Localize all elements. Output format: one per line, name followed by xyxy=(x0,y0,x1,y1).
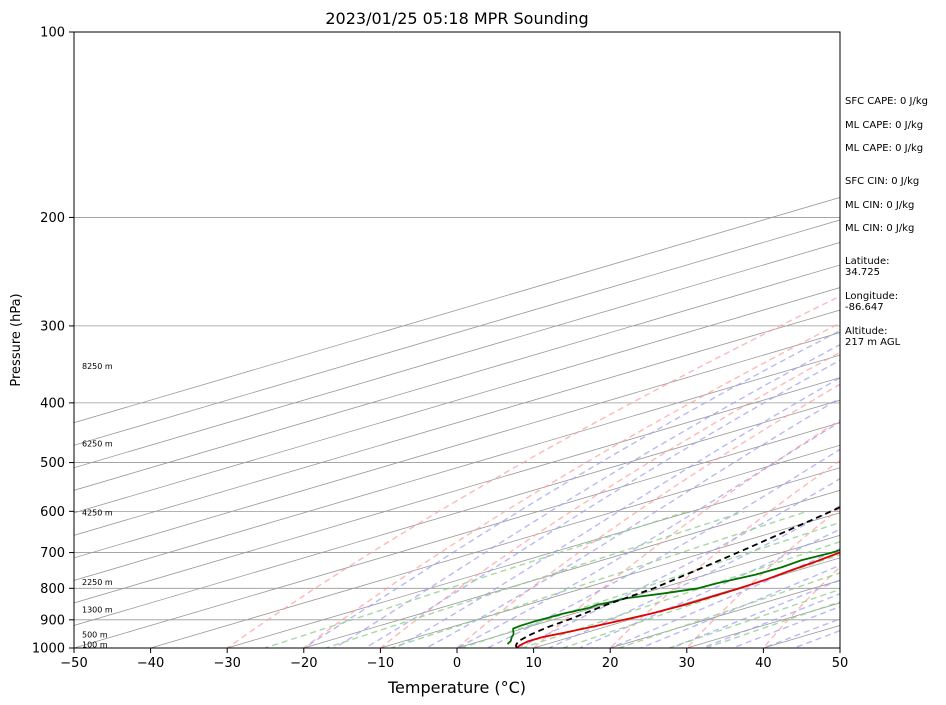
x-tick-label: −20 xyxy=(290,656,317,671)
dewpoint-trace xyxy=(506,549,840,645)
moist-adiabat-line xyxy=(516,477,840,648)
ml-cape-label: ML CAPE: 0 J/kg xyxy=(845,120,923,131)
mixing-ratio-line xyxy=(459,521,840,648)
ml-cin-2-label: ML CIN: 0 J/kg xyxy=(845,223,914,234)
mixing-ratio-line xyxy=(667,588,840,648)
y-tick-label: 300 xyxy=(40,319,65,334)
dry-adiabat-line xyxy=(532,419,840,648)
isotherm-line xyxy=(74,309,840,536)
mixing-ratio-line xyxy=(703,601,840,648)
moist-adiabat-line xyxy=(455,421,840,648)
temperature-trace xyxy=(516,551,840,648)
isotherm-line xyxy=(74,287,840,514)
x-tick-label: −30 xyxy=(213,656,240,671)
moist-adiabat-line xyxy=(333,343,840,648)
moist-adiabat-line xyxy=(363,359,840,648)
isotherm-line xyxy=(74,264,840,491)
isotherm-line xyxy=(74,332,840,559)
height-label: 8250 m xyxy=(82,362,113,371)
y-tick-label: 700 xyxy=(40,546,65,561)
y-axis-label: Pressure (hPa) xyxy=(9,293,24,386)
mixing-ratio-line xyxy=(560,554,840,648)
isotherm-line xyxy=(74,354,840,581)
mixing-ratio-line xyxy=(520,540,840,648)
ml-cin-label: ML CIN: 0 J/kg xyxy=(845,200,914,211)
isotherm-line xyxy=(74,422,840,648)
latitude-label: Latitude: xyxy=(845,256,890,267)
isotherm-line xyxy=(225,467,840,648)
sfc-cin-label: SFC CIN: 0 J/kg xyxy=(845,176,919,187)
x-tick-label: −10 xyxy=(367,656,394,671)
moist-adiabat-line xyxy=(608,547,840,648)
sounding-annotations: SFC CAPE: 0 J/kg ML CAPE: 0 J/kg ML CAPE: … xyxy=(845,96,928,348)
isotherm-line xyxy=(302,489,840,648)
longitude-label: Longitude: xyxy=(845,291,898,302)
isotherm-line xyxy=(455,534,840,648)
x-tick-label: 40 xyxy=(755,656,772,671)
ml-cape-2-label: ML CAPE: 0 J/kg xyxy=(845,143,923,154)
moist-adiabat-line xyxy=(547,505,840,648)
chart-title: 2023/01/25 05:18 MPR Sounding xyxy=(325,9,588,28)
height-label: 2250 m xyxy=(82,578,113,587)
y-tick-label: 100 xyxy=(40,26,65,41)
y-tick-label: 900 xyxy=(40,613,65,628)
y-axis: 100 200 300 400 500 600 700 800 900 1000 xyxy=(32,26,74,657)
longitude-label: -86.647 xyxy=(845,302,884,313)
y-tick-label: 1000 xyxy=(32,642,65,657)
height-label: 500 m xyxy=(82,631,108,640)
mixing-ratio-line xyxy=(389,510,808,648)
altitude-label: Altitude: xyxy=(845,326,887,337)
moist-adiabat-line xyxy=(730,605,840,648)
isotherm-line xyxy=(74,242,840,469)
plot-background xyxy=(74,32,840,648)
parcel-trace xyxy=(515,506,840,648)
x-tick-label: 30 xyxy=(679,656,696,671)
dry-adiabat-line xyxy=(609,459,840,648)
isotherm-line xyxy=(74,196,840,424)
x-tick-label: 0 xyxy=(453,656,461,671)
latitude-label: 34.725 xyxy=(845,267,880,278)
height-label: 100 m xyxy=(82,640,108,649)
moist-adiabat-line xyxy=(302,329,840,648)
y-tick-label: 400 xyxy=(40,396,65,411)
sfc-cape-label: SFC CAPE: 0 J/kg xyxy=(845,96,928,107)
moist-adiabat-line xyxy=(424,397,840,648)
height-label: 4250 m xyxy=(82,509,113,518)
isotherm-line xyxy=(74,377,840,604)
mixing-ratio-line xyxy=(323,510,746,648)
x-tick-label: 20 xyxy=(602,656,619,671)
isotherm-line xyxy=(74,219,840,446)
height-label: 6250 m xyxy=(82,439,113,448)
x-axis: −50 −40 −30 −20 −10 0 10 20 30 40 50 xyxy=(60,648,848,671)
x-axis-label: Temperature (°C) xyxy=(387,678,526,697)
isotherm-line xyxy=(149,444,840,648)
y-tick-label: 600 xyxy=(40,505,65,520)
altitude-label: 217 m AGL xyxy=(845,337,901,348)
y-tick-label: 500 xyxy=(40,456,65,471)
isotherm-line xyxy=(74,399,840,626)
x-tick-label: −50 xyxy=(60,656,87,671)
x-tick-label: 10 xyxy=(525,656,542,671)
height-label: 1300 m xyxy=(82,606,113,615)
y-tick-label: 800 xyxy=(40,582,65,597)
dry-adiabat-line xyxy=(302,322,840,648)
mixing-ratio-line xyxy=(262,510,688,648)
x-tick-label: 50 xyxy=(832,656,849,671)
isotherm-line xyxy=(378,512,840,648)
mixing-ratio-line xyxy=(616,572,840,648)
moist-adiabat-line xyxy=(638,564,840,648)
x-tick-label: −40 xyxy=(137,656,164,671)
y-tick-label: 200 xyxy=(40,211,65,226)
